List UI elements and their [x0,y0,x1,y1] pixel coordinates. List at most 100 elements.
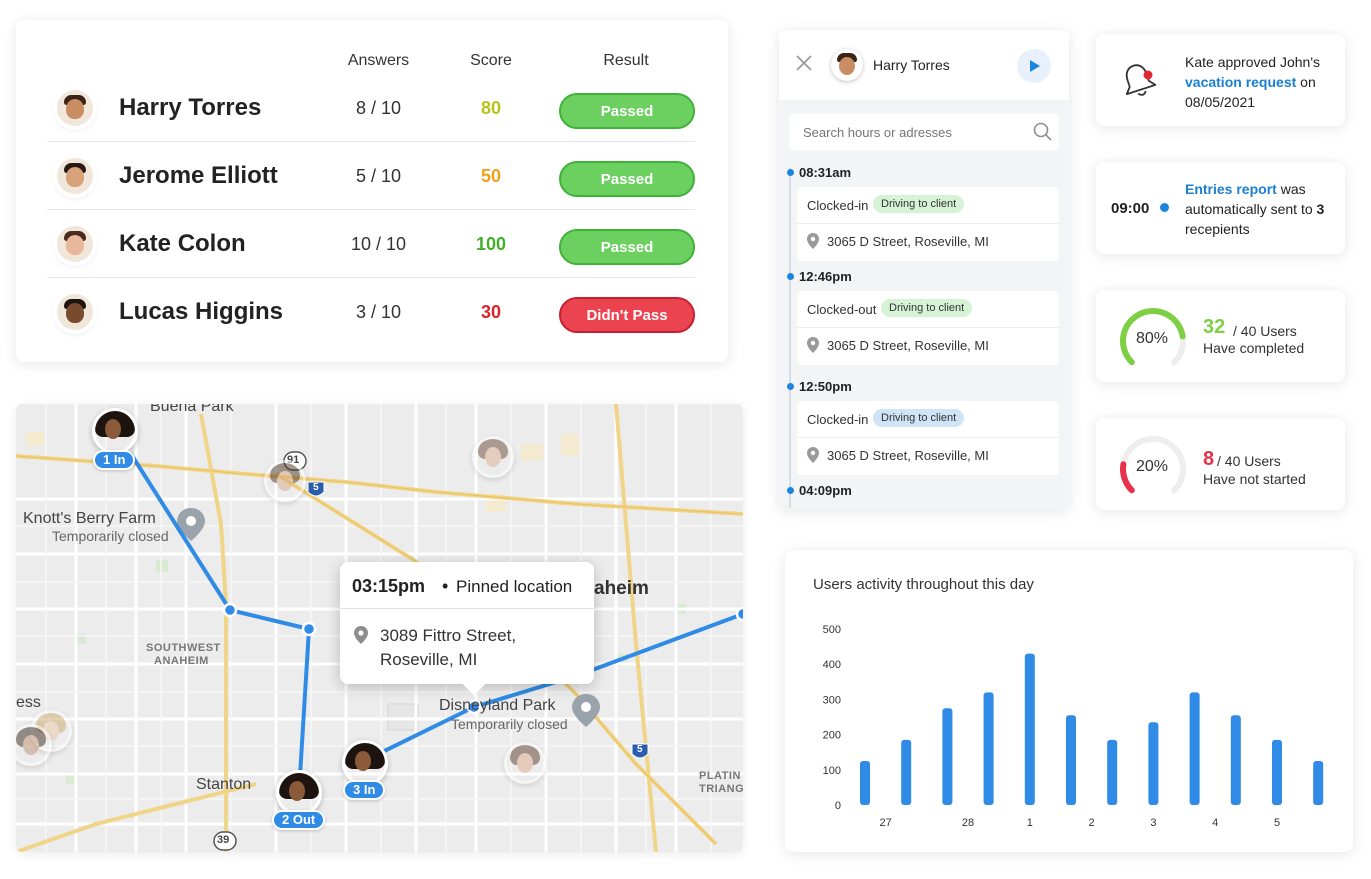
entry-tag: Driving to client [873,409,965,427]
report-text-end: recepients [1185,221,1250,237]
chart-bar[interactable] [1230,715,1241,805]
route-5-label: 5 [313,482,319,493]
user-avatar[interactable] [264,460,306,502]
user-avatar[interactable] [472,436,514,478]
route-marker-tag: 1 In [93,450,136,470]
timeline-panel: Harry Torres 08:31am Clocked-in Driving … [779,30,1069,510]
entries-report-link[interactable]: Entries report [1185,181,1277,197]
map-label-southwest: SOUTHWEST [146,642,221,654]
timeline-entry[interactable]: Clocked-out Driving to client 3065 D Str… [797,291,1059,365]
entry-state: Clocked-in [807,198,869,213]
report-notification-card[interactable]: 09:00 Entries report was automatically s… [1096,162,1345,254]
user-avatar[interactable] [504,742,546,784]
chart-bar[interactable] [1066,715,1076,805]
recipient-count: 3 [1316,201,1325,217]
timeline-dot [787,169,794,176]
answers-value: 5 / 10 [355,166,402,186]
timeline-line [789,168,791,508]
avatar [57,90,93,126]
timeline-time: 08:31am [799,165,852,180]
map-label-disneyland: Disneyland Park [439,697,556,714]
result-badge: Didn't Pass [559,297,695,333]
chart-bar[interactable] [1189,692,1200,805]
search-field[interactable] [789,114,1059,150]
timeline-dot [787,487,794,494]
route-shield-39 [213,831,237,851]
timeline-header: Harry Torres [779,30,1069,100]
entry-state: Clocked-out [807,302,877,317]
entry-divider [797,327,1059,328]
vacation-request-link[interactable]: vacation request [1185,74,1297,90]
location-pin-icon [354,626,368,644]
entry-state: Clocked-in [807,412,869,427]
chart-bar[interactable] [942,708,953,805]
map-label-stanton: Stanton [196,776,252,793]
route-marker-avatar[interactable] [92,408,138,454]
timeline-time: 12:46pm [799,269,852,284]
report-dot [1160,203,1169,212]
popup-divider [340,608,594,609]
x-tick-label: 2 [1089,817,1095,829]
notification-text-start: Kate approved John's [1185,54,1320,70]
popup-label: Pinned location [456,577,573,596]
approval-notification-card[interactable]: Kate approved John's vacation request on… [1096,34,1345,126]
progress-label: Have completed [1203,340,1305,356]
chart-bar[interactable] [860,761,870,805]
entry-address: 3065 D Street, Roseville, MI [827,338,989,353]
activity-chart-card: Users activity throughout this day 0 100 2… [785,550,1353,852]
column-header-answers: Answers [347,52,410,69]
route-marker-tag: 3 In [343,780,386,800]
x-tick-label: 4 [1212,817,1218,829]
completion-gauge [1120,308,1186,366]
map-label-anaheim: aheim [594,578,649,599]
search-icon[interactable] [1033,122,1053,142]
play-icon [1030,60,1040,72]
y-tick-label: 400 [823,659,841,671]
map-label-knotts: Knott's Berry Farm [23,510,156,527]
timeline-entry[interactable]: Clocked-in Driving to client 3065 D Stre… [797,187,1059,261]
timeline-user-name: Harry Torres [873,57,950,73]
gauge-percent: 20% [1135,458,1169,475]
close-icon[interactable] [795,54,813,72]
map-label-anaheim-district: ANAHEIM [154,655,209,667]
popup-address: 3089 Fittro Street, Roseville, MI [380,626,517,669]
map-label-buena-park: Buena Park [150,404,234,415]
completed-count: 32 [1203,316,1226,338]
chart-bar[interactable] [1272,739,1282,805]
total-users: / 40 Users [1233,323,1297,339]
chart-bar[interactable] [1313,761,1324,805]
pinned-location-popup: 03:15pm • Pinned location 3089 Fittro St… [340,562,594,684]
route-39-label: 39 [217,834,230,846]
result-badge: Passed [559,93,695,129]
play-button[interactable] [1017,49,1051,83]
not-started-gauge [1120,436,1186,494]
total-users: / 40 Users [1217,453,1281,469]
chart-bar[interactable] [1107,739,1118,805]
user-name: Lucas Higgins [119,298,284,325]
not-started-count: 8 [1203,448,1215,470]
x-tick-label: 5 [1274,817,1280,829]
entry-tag: Driving to client [881,299,973,317]
chart-bar[interactable] [1148,722,1159,805]
report-text-middle: was automatically sent to [1185,181,1317,217]
user-name: Kate Colon [119,230,246,257]
table-row[interactable]: Jerome Elliott 5 / 10 50 Passed [47,142,695,210]
chart-bar[interactable] [901,739,912,805]
y-tick-label: 0 [835,800,841,812]
chart-bar[interactable] [1024,653,1035,805]
table-row[interactable]: Harry Torres 8 / 10 80 Passed [47,74,695,142]
map-label-edge: ess [16,694,41,711]
route-shield-5 [307,481,649,759]
map-label-platinum: PLATIN [699,770,741,782]
user-avatar[interactable] [16,724,52,766]
timeline-entry[interactable]: Clocked-in Driving to client 3065 D Stre… [797,401,1059,475]
results-card: Answers Score Result Harry Torres 8 / 10… [16,20,728,362]
y-tick-label: 300 [823,694,841,706]
timeline-dot [787,383,794,390]
search-input[interactable] [789,114,1025,150]
chart-bar[interactable] [983,692,994,805]
table-row[interactable]: Lucas Higgins 3 / 10 30 Didn't Pass [47,278,695,346]
place-pin-icon [177,508,600,727]
route-map[interactable]: Buena Park Knott's Berry Farm Temporaril… [16,404,743,852]
table-row[interactable]: Kate Colon 10 / 10 100 Passed [47,210,695,278]
